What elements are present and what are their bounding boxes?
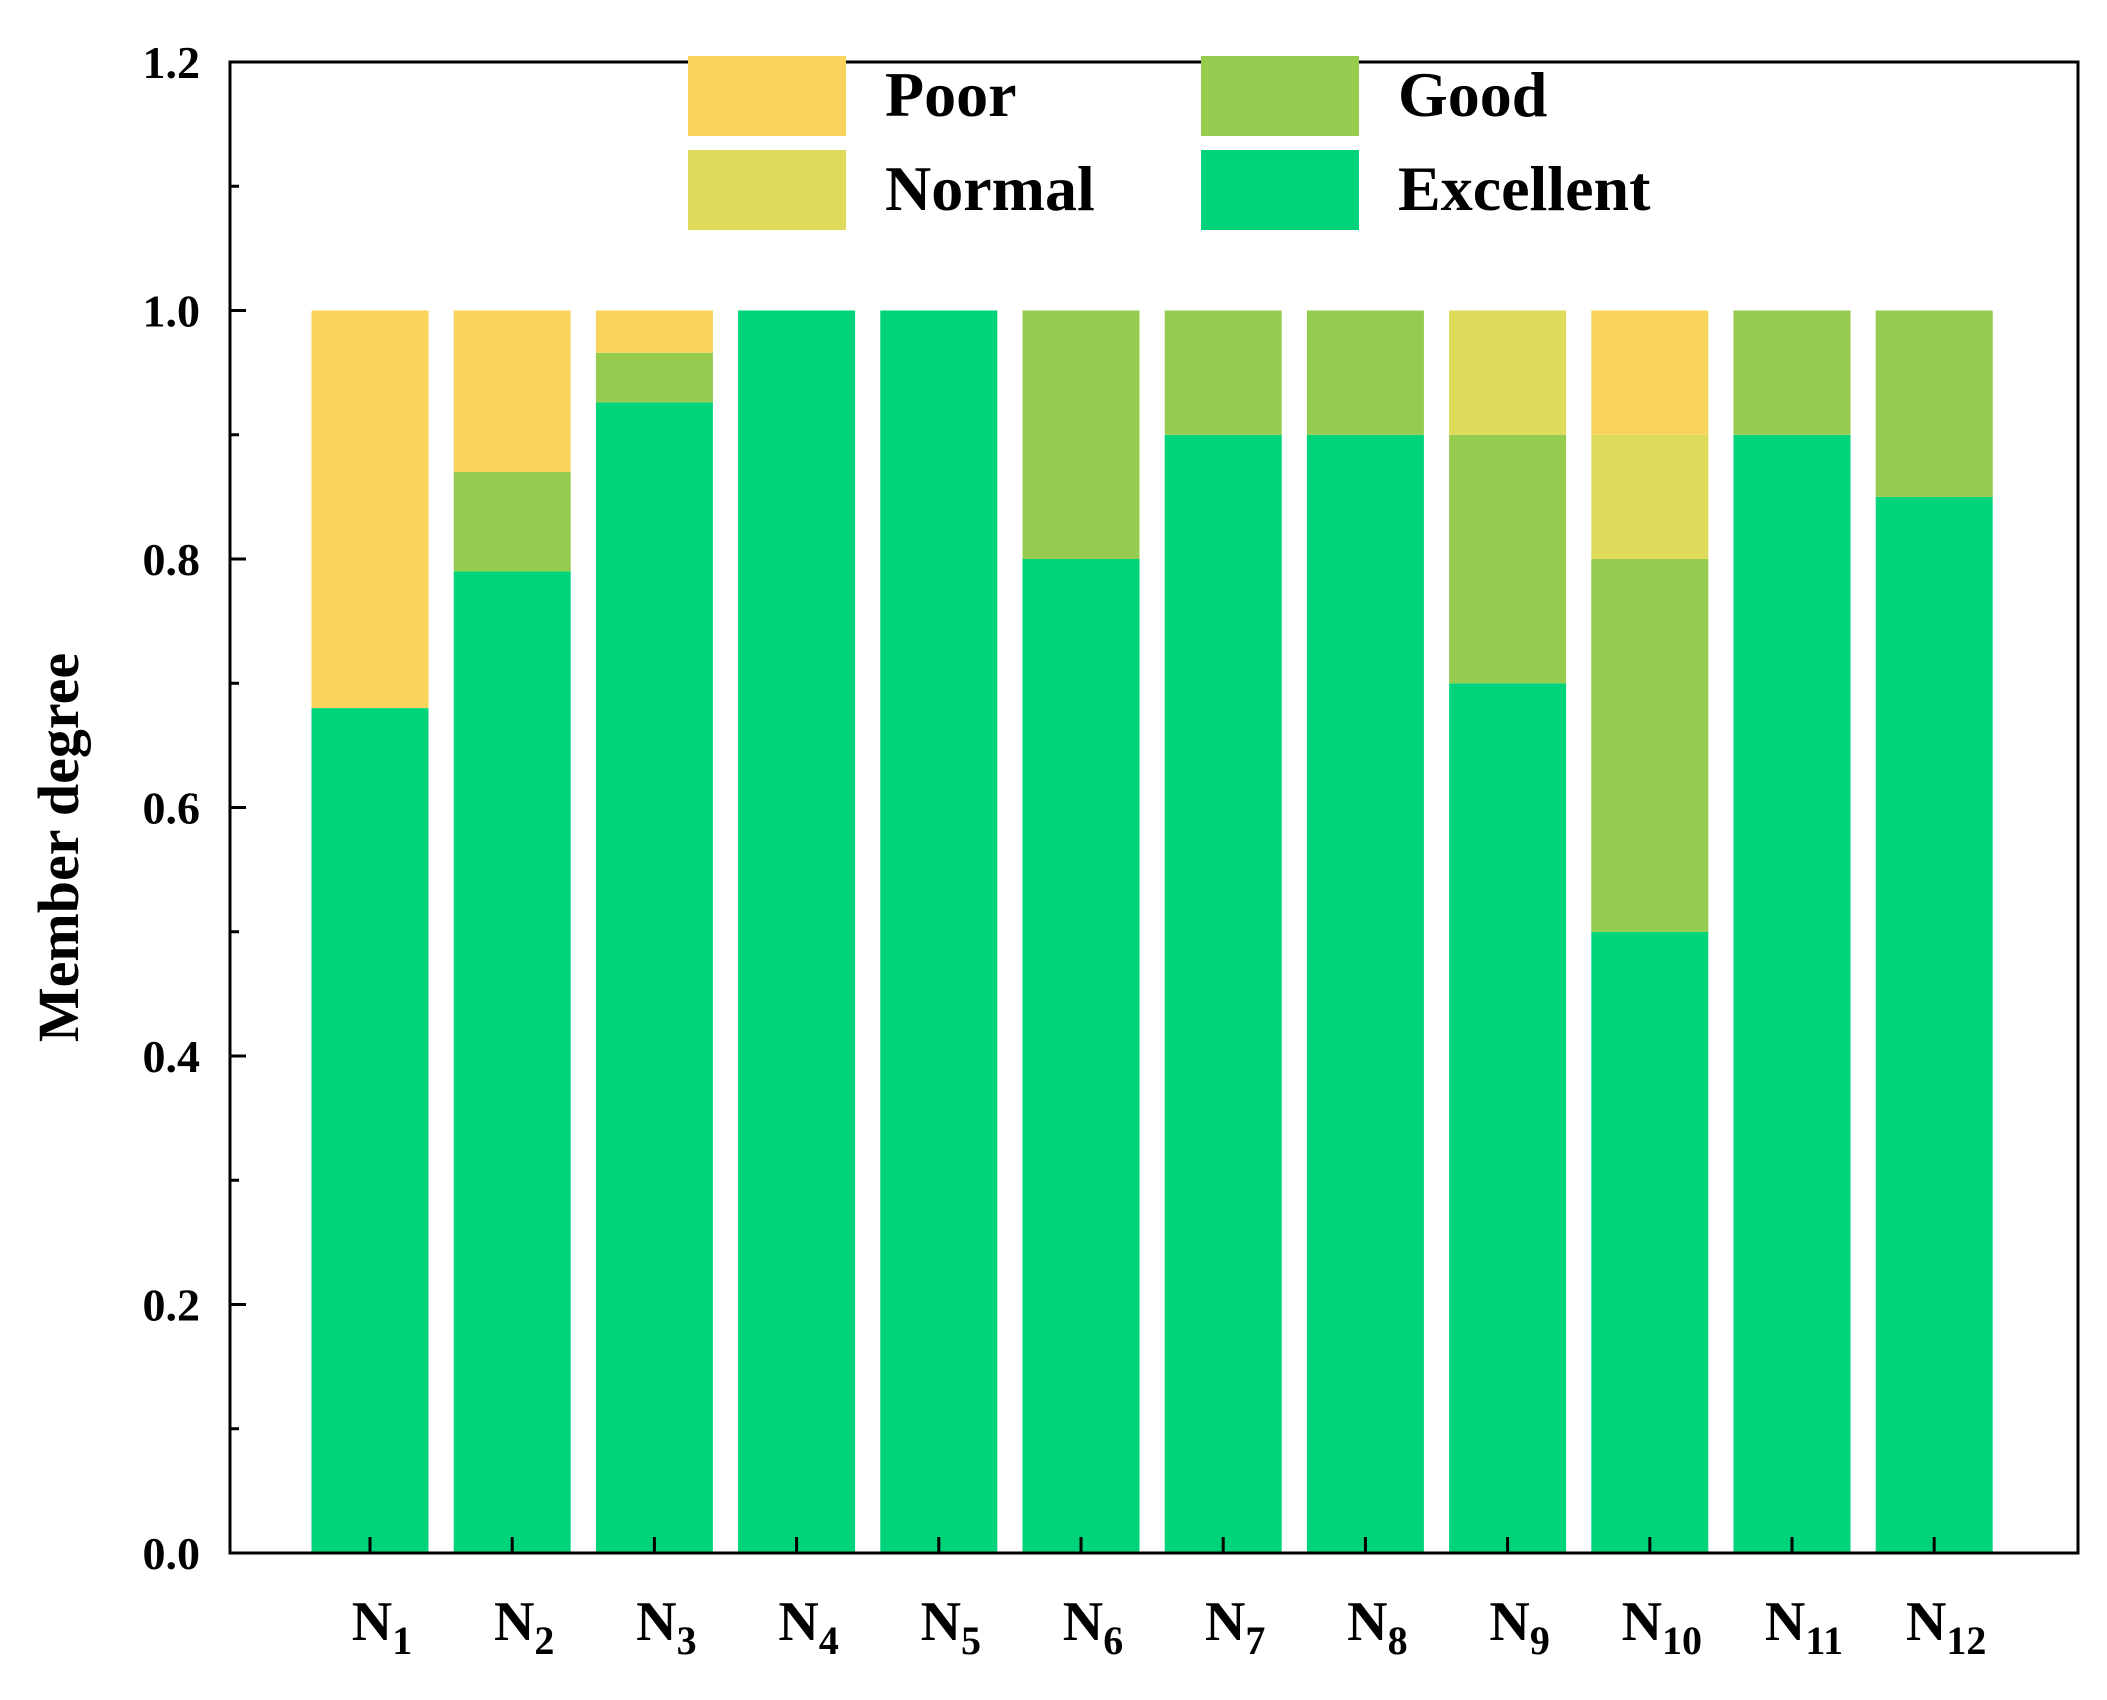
bar-excellent-12 [1875, 496, 1993, 1553]
legend-swatch-poor [688, 56, 846, 136]
bar-good-10 [1591, 559, 1709, 932]
y-tick-label: 0.2 [143, 1280, 201, 1331]
y-tick-label: 0.6 [143, 783, 201, 834]
legend-label-normal: Normal [885, 153, 1095, 224]
bar-good-8 [1306, 310, 1424, 435]
bar-good-12 [1875, 310, 1993, 497]
x-tick-label: N6 [1063, 1591, 1123, 1663]
bar-good-11 [1733, 310, 1851, 435]
x-tick-label: N8 [1347, 1591, 1407, 1663]
bar-excellent-3 [595, 402, 713, 1553]
legend-swatch-normal [688, 150, 846, 230]
bar-excellent-5 [880, 310, 998, 1553]
bar-good-9 [1449, 434, 1567, 684]
bar-excellent-2 [453, 571, 571, 1553]
bar-excellent-4 [738, 310, 856, 1553]
bar-excellent-1 [311, 708, 429, 1553]
x-tick-label: N5 [921, 1591, 981, 1663]
bar-excellent-11 [1733, 434, 1851, 1554]
y-axis-label: Member degree [26, 653, 91, 1042]
bar-poor-10 [1591, 310, 1709, 435]
x-tick-label: N2 [494, 1591, 554, 1663]
x-tick-label: N4 [778, 1591, 838, 1663]
legend-label-good: Good [1398, 59, 1547, 130]
bar-poor-3 [595, 310, 713, 353]
x-axis: N1 N2 N3 N4 N5 N6 N7 N8 N9 N10 N11 N12 [352, 1537, 1986, 1663]
y-tick-label: 1.0 [143, 286, 201, 337]
bar-normal-9 [1449, 310, 1567, 435]
y-axis: 0.0 0.2 0.4 0.6 0.8 1.0 1.2 [143, 37, 246, 1579]
bar-good-7 [1164, 310, 1282, 435]
bar-good-6 [1022, 310, 1140, 559]
x-tick-label: N10 [1622, 1591, 1702, 1663]
bar-good-3 [595, 352, 713, 403]
x-tick-label: N3 [636, 1591, 696, 1663]
x-tick-label: N11 [1765, 1591, 1843, 1663]
x-tick-label: N12 [1906, 1591, 1986, 1663]
x-tick-label: N9 [1489, 1591, 1549, 1663]
bar-excellent-10 [1591, 931, 1709, 1554]
x-tick-label: N1 [352, 1591, 412, 1663]
legend: Poor Good Normal Excellent [688, 56, 1651, 230]
y-tick-label: 1.2 [143, 37, 201, 88]
y-tick-label: 0.4 [143, 1031, 201, 1082]
y-tick-label: 0.0 [143, 1528, 201, 1579]
bar-excellent-7 [1164, 434, 1282, 1554]
bar-poor-2 [453, 310, 571, 472]
bar-excellent-9 [1449, 683, 1567, 1554]
bar-excellent-8 [1306, 434, 1424, 1554]
legend-label-poor: Poor [885, 59, 1017, 130]
bar-normal-10 [1591, 434, 1709, 559]
legend-swatch-excellent [1201, 150, 1359, 230]
bar-good-2 [453, 472, 571, 572]
bar-poor-1 [311, 310, 429, 709]
bars-layer [311, 310, 1993, 1554]
bar-excellent-6 [1022, 559, 1140, 1553]
legend-swatch-good [1201, 56, 1359, 136]
x-tick-label: N7 [1205, 1591, 1265, 1663]
legend-label-excellent: Excellent [1398, 153, 1651, 224]
y-tick-label: 0.8 [143, 534, 201, 585]
